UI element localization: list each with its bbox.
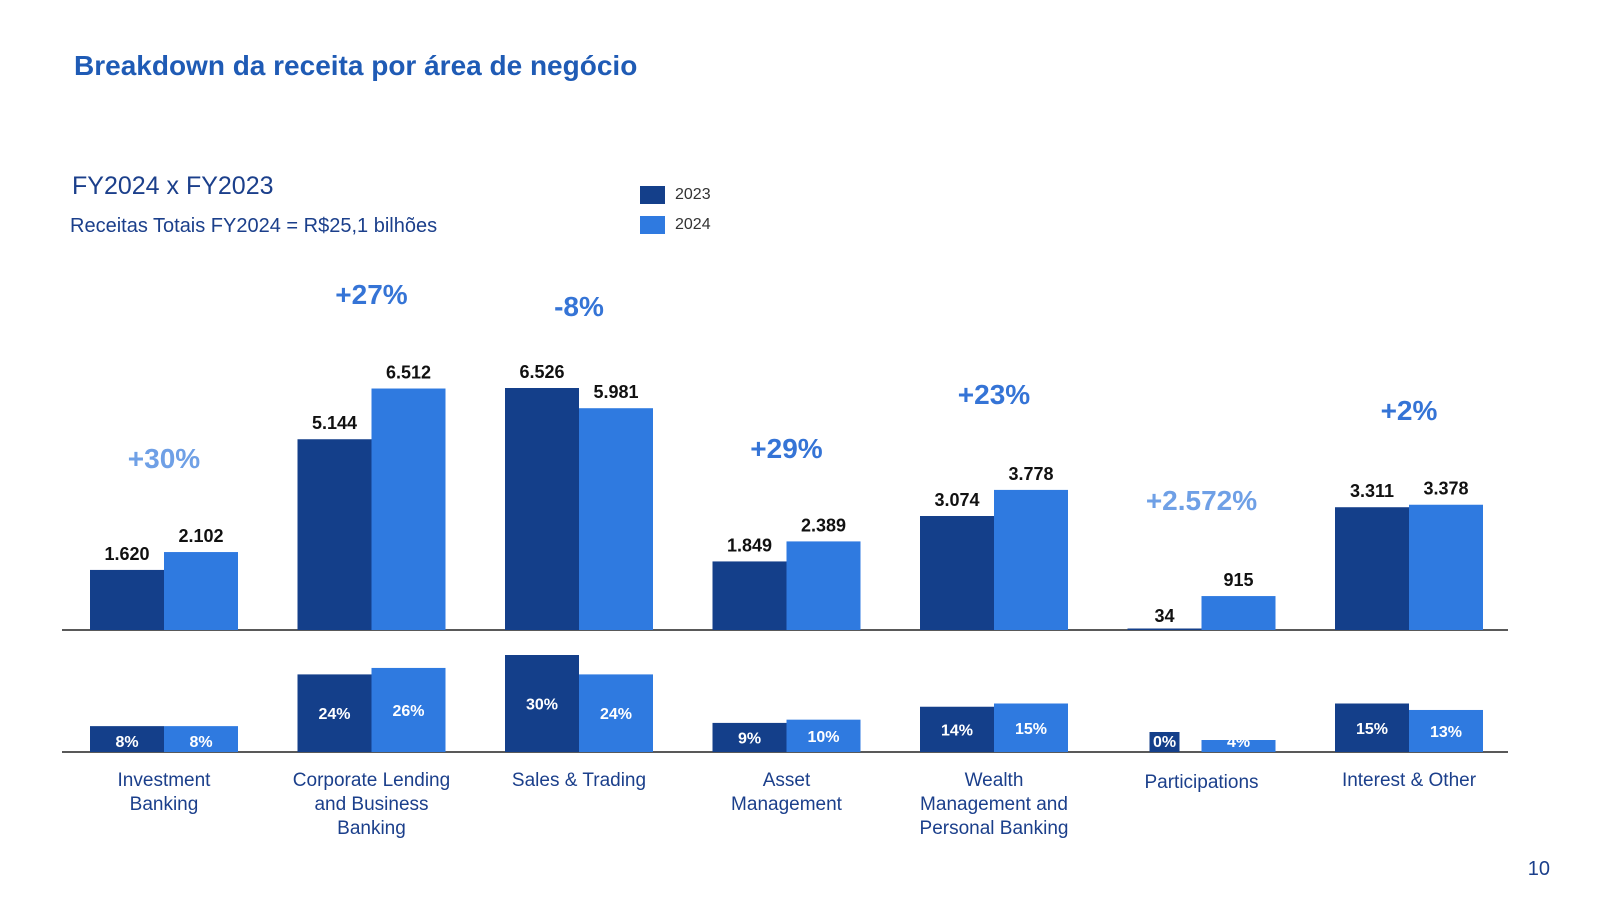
- bar-2024-6: [1409, 504, 1483, 630]
- share-bar-2023-6: [1335, 703, 1409, 752]
- legend-label-2024: 2024: [675, 216, 711, 233]
- legend-swatch-2024: [640, 216, 665, 234]
- growth-label-0: +30%: [128, 443, 200, 474]
- share-bar-2024-5: [1201, 740, 1276, 752]
- share-label-2023-0: 8%: [115, 734, 138, 751]
- bar-value-label-2024-4: 3.778: [1008, 464, 1053, 484]
- bar-value-label-2023-5: 34: [1154, 606, 1174, 626]
- share-label-2023-3: 9%: [738, 730, 761, 747]
- bar-value-label-2024-1: 6.512: [386, 363, 431, 383]
- bar-2024-0: [164, 552, 238, 630]
- legend-label-2023: 2023: [675, 186, 711, 203]
- bar-2024-3: [786, 541, 861, 630]
- category-label-1-0: Corporate Lending: [293, 770, 450, 791]
- chart-legend: 2023 2024: [640, 180, 711, 240]
- growth-label-5: +2.572%: [1146, 485, 1257, 516]
- category-label-0-0: Investment: [118, 770, 212, 791]
- bar-2023-4: [920, 516, 994, 630]
- share-label-2024-6: 13%: [1430, 724, 1462, 741]
- bar-value-label-2023-2: 6.526: [519, 362, 564, 382]
- category-label-3-1: Management: [731, 794, 843, 815]
- category-label-3-0: Asset: [763, 770, 811, 791]
- share-label-2024-2: 24%: [600, 706, 632, 723]
- page-title: Breakdown da receita por área de negócio: [74, 50, 638, 81]
- share-bar-2023-5: [1149, 732, 1180, 752]
- share-label-2024-1: 26%: [392, 703, 424, 720]
- bar-2024-4: [994, 489, 1068, 630]
- bar-value-label-2023-4: 3.074: [934, 490, 979, 510]
- bar-value-label-2024-6: 3.378: [1423, 479, 1468, 499]
- share-label-2023-5: 0%: [1153, 734, 1176, 751]
- bar-value-label-2024-5: 915: [1223, 570, 1253, 590]
- share-bar-2023-3: [712, 722, 787, 752]
- category-label-4-0: Wealth: [965, 770, 1024, 791]
- bar-2023-1: [297, 439, 372, 630]
- share-label-2024-3: 10%: [807, 729, 839, 746]
- share-bar-2023-4: [920, 706, 994, 752]
- share-label-2023-1: 24%: [318, 706, 350, 723]
- category-label-5-0: Participations: [1144, 772, 1258, 793]
- category-label-1-1: and Business: [314, 794, 428, 815]
- share-label-2024-0: 8%: [189, 734, 212, 751]
- bar-value-label-2024-0: 2.102: [178, 526, 223, 546]
- bar-2024-2: [579, 408, 653, 630]
- share-label-2023-4: 14%: [941, 722, 973, 739]
- bar-value-label-2024-2: 5.981: [593, 382, 638, 402]
- bar-value-label-2024-3: 2.389: [801, 515, 846, 535]
- comparison-subtitle: FY2024 x FY2023: [72, 172, 274, 200]
- page-number: 10: [1527, 858, 1550, 880]
- growth-label-3: +29%: [750, 433, 822, 464]
- legend-swatch-2023: [640, 186, 665, 204]
- category-label-6-0: Interest & Other: [1342, 770, 1477, 791]
- growth-label-2: -8%: [554, 291, 604, 322]
- bar-2024-1: [371, 388, 446, 630]
- bar-value-label-2023-1: 5.144: [312, 413, 357, 433]
- share-label-2024-5: 4%: [1227, 734, 1250, 751]
- bar-2023-2: [505, 388, 579, 630]
- bar-value-label-2023-0: 1.620: [104, 544, 149, 564]
- total-revenue-note: Receitas Totais FY2024 = R$25,1 bilhões: [70, 215, 438, 237]
- share-bar-2024-3: [786, 719, 861, 752]
- share-bar-2023-2: [505, 655, 579, 752]
- share-label-2023-6: 15%: [1356, 721, 1388, 738]
- category-label-4-2: Personal Banking: [920, 818, 1069, 839]
- share-bar-2024-1: [371, 667, 446, 752]
- share-bar-2024-2: [579, 674, 653, 752]
- share-label-2024-4: 15%: [1015, 721, 1047, 738]
- category-label-2-0: Sales & Trading: [512, 770, 646, 791]
- bar-2023-0: [90, 569, 164, 630]
- growth-label-6: +2%: [1381, 395, 1438, 426]
- share-bar-2024-0: [164, 726, 238, 752]
- share-bar-2023-0: [90, 726, 164, 752]
- category-label-4-1: Management and: [920, 794, 1068, 815]
- category-label-1-2: Banking: [337, 818, 406, 839]
- share-bar-2024-6: [1409, 709, 1483, 752]
- bar-value-label-2023-6: 3.311: [1350, 481, 1394, 501]
- bar-value-label-2023-3: 1.849: [727, 535, 772, 555]
- growth-label-4: +23%: [958, 379, 1030, 410]
- growth-label-1: +27%: [335, 279, 407, 310]
- bar-2023-6: [1335, 507, 1409, 630]
- share-bar-2023-1: [297, 674, 372, 752]
- bar-2023-3: [712, 561, 787, 630]
- category-label-0-1: Banking: [130, 794, 199, 815]
- bar-2023-5: [1127, 628, 1202, 630]
- bar-2024-5: [1201, 596, 1276, 630]
- share-label-2023-2: 30%: [526, 697, 558, 714]
- legend-item-2023: 2023: [640, 180, 711, 210]
- share-bar-2024-4: [994, 703, 1068, 752]
- legend-item-2024: 2024: [640, 210, 711, 240]
